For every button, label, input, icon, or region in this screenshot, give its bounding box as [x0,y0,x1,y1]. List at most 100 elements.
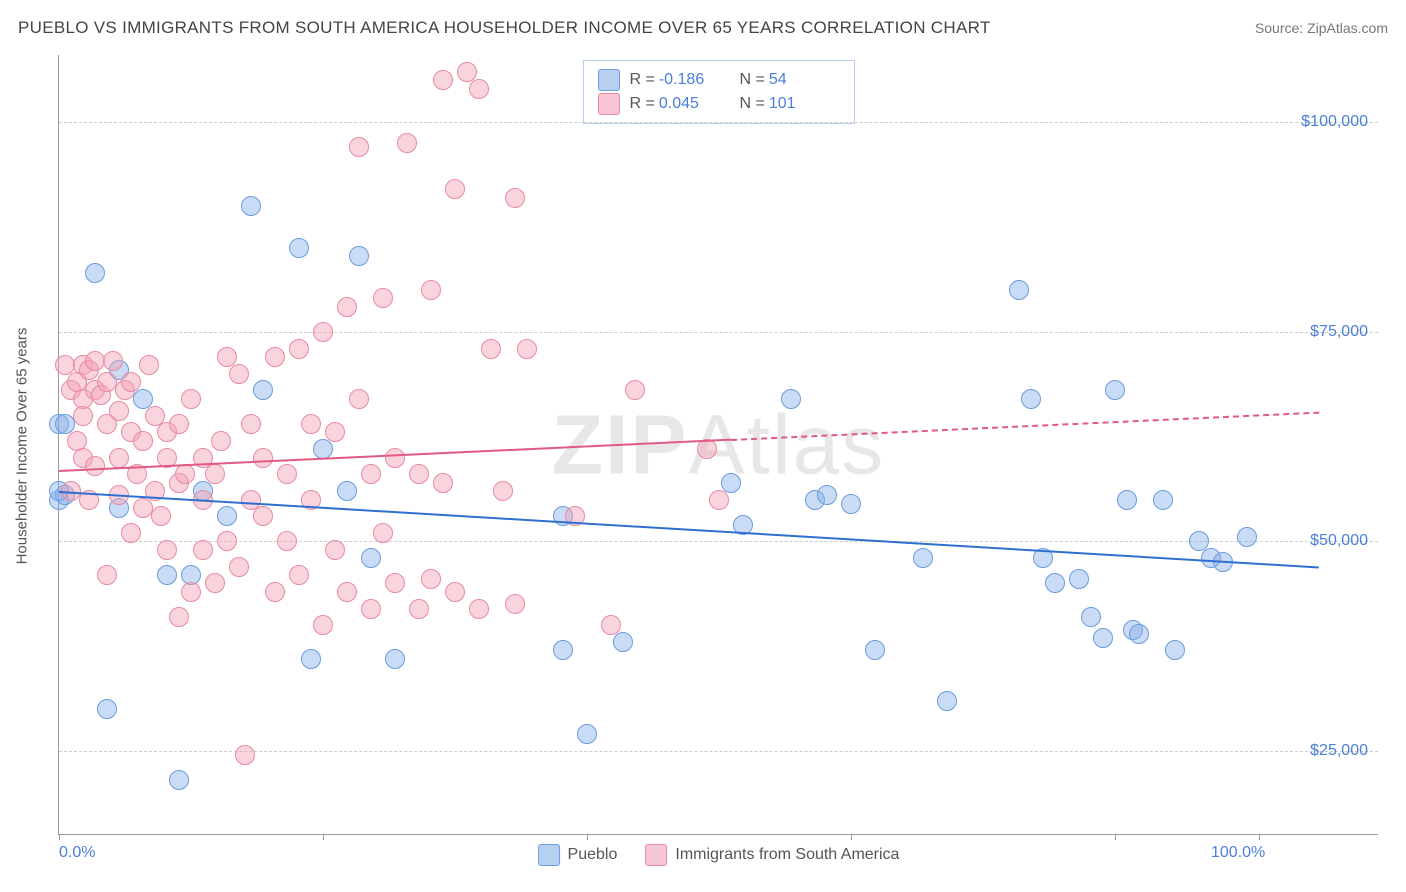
gridline-h [59,541,1378,542]
scatter-point [289,238,309,258]
scatter-point [349,246,369,266]
trendline [731,411,1319,440]
legend-item: Immigrants from South America [645,844,899,866]
gridline-h [59,332,1378,333]
scatter-point [781,389,801,409]
scatter-point [229,557,249,577]
gridline-h [59,122,1378,123]
xtick-mark [1259,834,1260,840]
scatter-point [241,414,261,434]
scatter-point [349,389,369,409]
ytick-label: $25,000 [1310,742,1368,760]
chart-container: PUEBLO VS IMMIGRANTS FROM SOUTH AMERICA … [0,0,1406,892]
scatter-point [325,540,345,560]
scatter-point [445,179,465,199]
scatter-point [493,481,513,501]
scatter-point [1117,490,1137,510]
title-row: PUEBLO VS IMMIGRANTS FROM SOUTH AMERICA … [18,18,1388,38]
scatter-point [1069,569,1089,589]
scatter-point [289,339,309,359]
scatter-point [1081,607,1101,627]
scatter-point [85,263,105,283]
scatter-point [409,599,429,619]
scatter-point [505,594,525,614]
series-swatch [538,844,560,866]
scatter-point [1093,628,1113,648]
stats-row: R = 0.045N = 101 [598,93,840,115]
gridline-h [59,751,1378,752]
scatter-point [313,322,333,342]
scatter-point [553,640,573,660]
scatter-point [337,582,357,602]
scatter-point [169,607,189,627]
scatter-point [97,372,117,392]
scatter-point [181,389,201,409]
scatter-point [265,347,285,367]
scatter-point [721,473,741,493]
scatter-point [235,745,255,765]
scatter-point [445,582,465,602]
xtick-mark [323,834,324,840]
scatter-point [409,464,429,484]
scatter-point [865,640,885,660]
scatter-point [361,548,381,568]
scatter-point [337,481,357,501]
source-label: Source: [1255,20,1303,36]
scatter-point [301,649,321,669]
scatter-point [349,137,369,157]
scatter-point [613,632,633,652]
scatter-point [841,494,861,514]
stat-N: N = 101 [740,95,840,113]
scatter-point [97,699,117,719]
scatter-point [277,531,297,551]
scatter-point [175,464,195,484]
scatter-point [103,351,123,371]
scatter-point [289,565,309,585]
scatter-point [277,464,297,484]
scatter-point [373,523,393,543]
scatter-point [469,79,489,99]
scatter-point [385,573,405,593]
source-value: ZipAtlas.com [1307,20,1388,36]
scatter-point [385,448,405,468]
xtick-label: 0.0% [59,844,95,862]
scatter-point [1045,573,1065,593]
scatter-point [181,582,201,602]
scatter-point [229,364,249,384]
scatter-point [313,615,333,635]
scatter-point [469,599,489,619]
scatter-point [421,280,441,300]
scatter-point [433,473,453,493]
scatter-point [325,422,345,442]
correlation-stats-box: R = -0.186N = 54R = 0.045N = 101 [583,60,855,124]
series-swatch [598,93,620,115]
stat-R: R = -0.186 [630,71,730,89]
ytick-label: $50,000 [1310,532,1368,550]
scatter-point [121,523,141,543]
scatter-point [109,448,129,468]
scatter-point [241,196,261,216]
scatter-point [1021,389,1041,409]
scatter-point [121,372,141,392]
scatter-point [193,540,213,560]
scatter-point [1129,624,1149,644]
legend-label: Immigrants from South America [675,846,899,864]
scatter-point [151,506,171,526]
scatter-point [1009,280,1029,300]
xtick-mark [59,834,60,840]
scatter-point [397,133,417,153]
plot-area: ZIPAtlas R = -0.186N = 54R = 0.045N = 10… [58,55,1378,835]
xtick-mark [587,834,588,840]
scatter-point [253,506,273,526]
scatter-point [217,531,237,551]
ytick-label: $100,000 [1301,113,1368,131]
series-swatch [645,844,667,866]
scatter-point [301,414,321,434]
legend-item: Pueblo [538,844,618,866]
scatter-point [85,456,105,476]
scatter-point [697,439,717,459]
scatter-point [433,70,453,90]
scatter-point [133,498,153,518]
scatter-point [313,439,333,459]
scatter-point [517,339,537,359]
